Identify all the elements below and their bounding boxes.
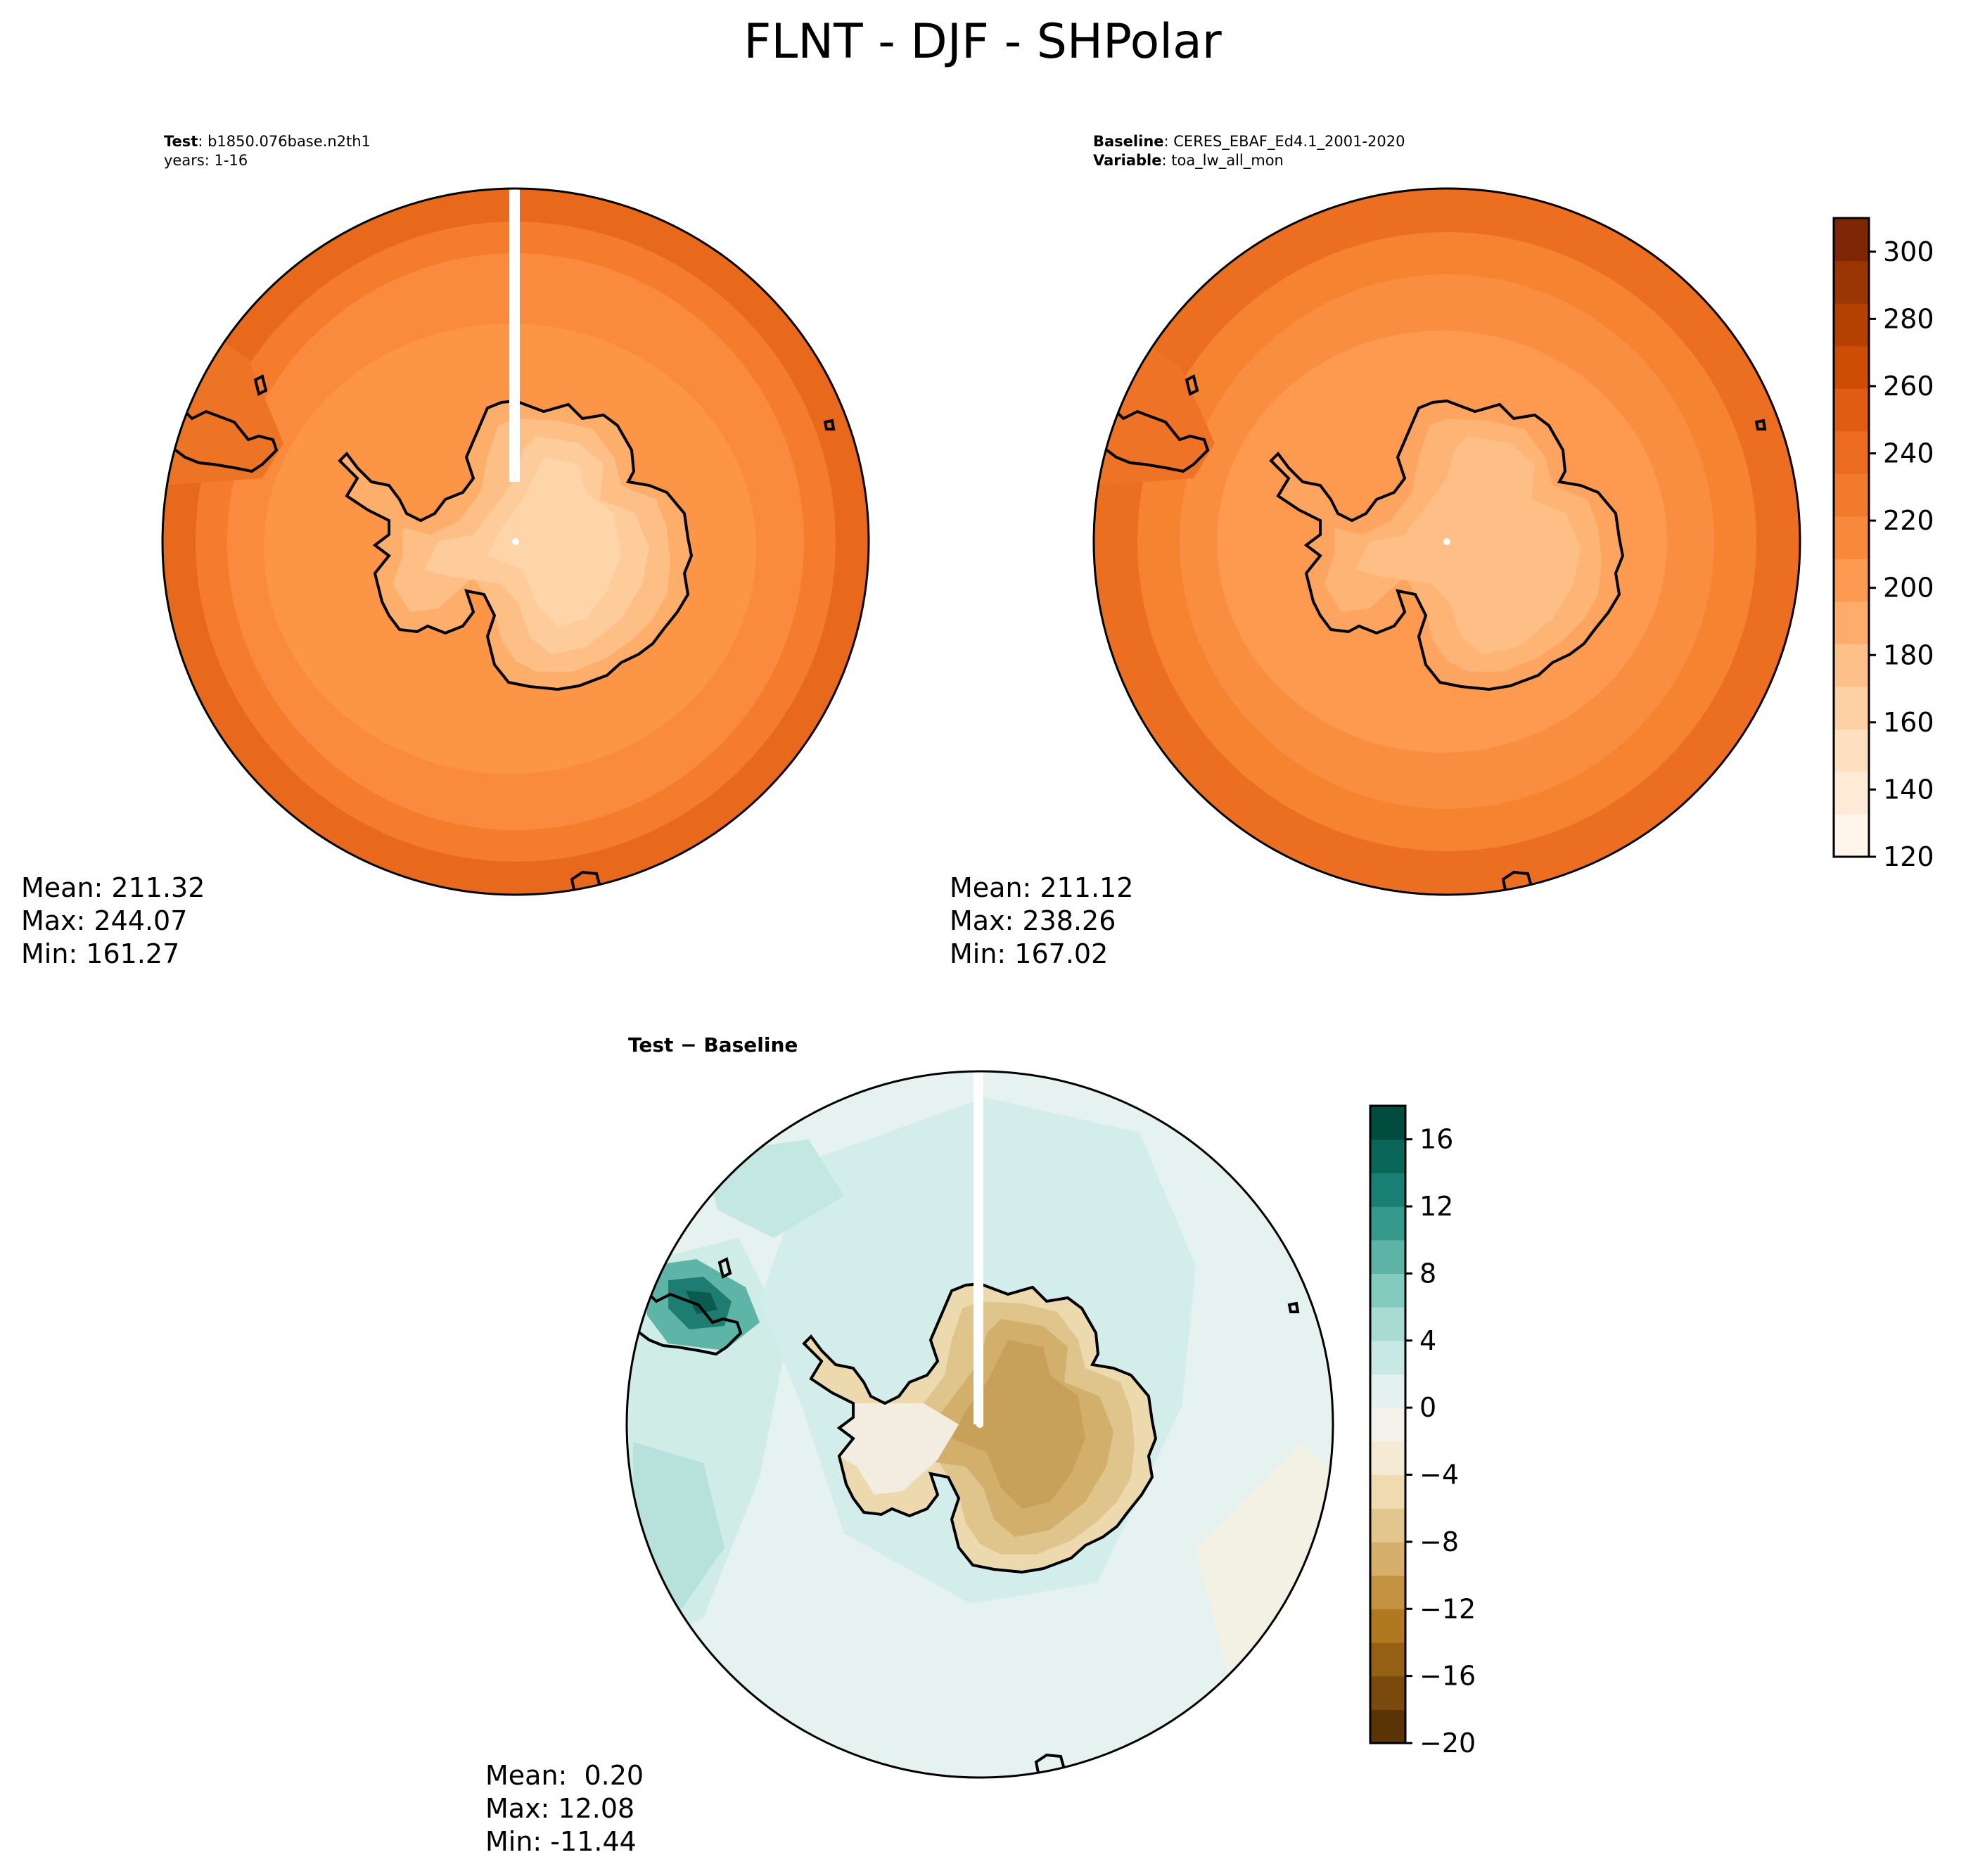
- panel-test: Test: b1850.076base.n2th1 years: 1-16: [21, 133, 870, 969]
- value-colorbar-tick-label: 140: [1883, 774, 1934, 805]
- baseline-stat-max: Max: 238.26: [950, 905, 1116, 936]
- difference-colorbar-segment: [1370, 1709, 1405, 1744]
- difference-colorbar: −20 −16 −12 −8 −4 0 4 8 12 16: [1369, 1104, 1476, 1759]
- value-colorbar-segment: [1834, 345, 1869, 389]
- value-colorbar-segment: [1834, 388, 1869, 432]
- difference-missing-data-seam: [974, 1071, 983, 1424]
- test-map-boundary: [161, 187, 870, 896]
- baseline-stat-mean: Mean: 211.12: [950, 872, 1133, 903]
- value-colorbar-tick-label: 240: [1883, 438, 1934, 469]
- variable-label: Variable: toa_lw_all_mon: [1093, 152, 1284, 170]
- value-colorbar-tick-label: 280: [1883, 303, 1934, 334]
- difference-colorbar-tick-label: −20: [1419, 1728, 1476, 1759]
- difference-colorbar-segment: [1370, 1676, 1405, 1710]
- panel-baseline: Baseline: CERES_EBAF_Ed4.1_2001-2020 Var…: [950, 133, 1934, 969]
- difference-stat-mean: Mean: 0.20: [485, 1760, 644, 1791]
- value-colorbar-segment: [1834, 729, 1869, 772]
- difference-colorbar-segment: [1370, 1575, 1405, 1609]
- baseline-label: Baseline: CERES_EBAF_Ed4.1_2001-2020: [1093, 133, 1405, 151]
- difference-field-west-land-neutral: [839, 1403, 959, 1495]
- difference-colorbar-segment: [1370, 1408, 1405, 1442]
- value-colorbar-tick-label: 180: [1883, 639, 1934, 670]
- value-colorbar-segment: [1834, 814, 1869, 857]
- value-colorbar-frame: [1832, 217, 1870, 858]
- difference-colorbar-segment: [1370, 1609, 1405, 1643]
- difference-colorbar-tick-label: 0: [1419, 1392, 1436, 1423]
- difference-colorbar-tick-label: 8: [1419, 1258, 1436, 1289]
- difference-colorbar-segment: [1370, 1139, 1405, 1173]
- figure-title: FLNT - DJF - SHPolar: [743, 14, 1222, 70]
- test-label: Test: b1850.076base.n2th1: [164, 133, 371, 150]
- difference-colorbar-tick-label: 16: [1419, 1124, 1453, 1155]
- difference-map-boundary: [625, 1070, 1334, 1779]
- baseline-pole-marker: [1443, 538, 1450, 545]
- difference-colorbar-tick-label: 4: [1419, 1325, 1436, 1356]
- test-stat-min: Min: 161.27: [21, 938, 179, 969]
- difference-colorbar-segment: [1370, 1541, 1405, 1576]
- value-colorbar-tick-label: 260: [1883, 371, 1934, 402]
- difference-stat-max: Max: 12.08: [485, 1793, 634, 1824]
- difference-colorbar-segment: [1370, 1273, 1405, 1308]
- value-colorbar: 120 140 160 180 200 220 240 260 280 300: [1832, 217, 1934, 872]
- test-pole-marker: [512, 538, 519, 545]
- difference-colorbar-tick-label: −12: [1419, 1593, 1476, 1624]
- difference-pole-marker: [976, 1421, 983, 1428]
- test-stat-max: Max: 244.07: [21, 905, 187, 936]
- difference-colorbar-tick-label: −8: [1419, 1526, 1459, 1557]
- difference-colorbar-tick-label: −4: [1419, 1460, 1459, 1491]
- difference-colorbar-segment: [1370, 1239, 1405, 1275]
- panel-difference: Test − Baseline: [485, 1033, 1476, 1857]
- value-colorbar-segment: [1834, 473, 1869, 517]
- difference-colorbar-tick-label: −16: [1419, 1661, 1476, 1692]
- value-colorbar-segment: [1834, 260, 1869, 304]
- difference-colorbar-segment: [1370, 1206, 1405, 1241]
- baseline-map: [1094, 189, 1800, 895]
- value-colorbar-segment: [1834, 559, 1869, 602]
- difference-colorbar-segment: [1370, 1173, 1405, 1207]
- value-colorbar-tick-label: 160: [1883, 707, 1934, 738]
- difference-field-peninsula-max: [686, 1291, 717, 1314]
- value-colorbar-segment: [1834, 771, 1869, 815]
- value-colorbar-tick-label: 220: [1883, 505, 1934, 536]
- value-colorbar-tick-label: 200: [1883, 573, 1934, 604]
- value-colorbar-tick-label: 120: [1883, 841, 1934, 872]
- test-missing-data-seam: [509, 189, 520, 482]
- difference-label: Test − Baseline: [628, 1033, 798, 1057]
- test-map: [162, 189, 869, 895]
- value-colorbar-segment: [1834, 218, 1869, 262]
- difference-stat-min: Min: -11.44: [485, 1826, 637, 1857]
- difference-colorbar-segment: [1370, 1340, 1405, 1375]
- value-colorbar-segment: [1834, 430, 1869, 474]
- difference-colorbar-segment: [1370, 1474, 1405, 1509]
- test-stat-mean: Mean: 211.32: [21, 872, 205, 903]
- difference-colorbar-segment: [1370, 1508, 1405, 1543]
- value-colorbar-tick-label: 300: [1883, 236, 1934, 267]
- difference-colorbar-frame: [1369, 1104, 1407, 1744]
- value-colorbar-segment: [1834, 516, 1869, 559]
- baseline-stat-min: Min: 167.02: [950, 938, 1108, 969]
- difference-colorbar-segment: [1370, 1307, 1405, 1341]
- difference-colorbar-segment: [1370, 1441, 1405, 1476]
- value-colorbar-segment: [1834, 644, 1869, 687]
- value-colorbar-segment: [1834, 601, 1869, 644]
- baseline-map-boundary: [1092, 187, 1801, 896]
- value-colorbar-segment: [1834, 303, 1869, 347]
- difference-colorbar-tick-label: 12: [1419, 1191, 1453, 1222]
- difference-colorbar-segment: [1370, 1374, 1405, 1408]
- value-colorbar-segment: [1834, 686, 1869, 729]
- difference-colorbar-segment: [1370, 1106, 1405, 1140]
- test-years-label: years: 1-16: [164, 152, 248, 169]
- difference-colorbar-segment: [1370, 1642, 1405, 1677]
